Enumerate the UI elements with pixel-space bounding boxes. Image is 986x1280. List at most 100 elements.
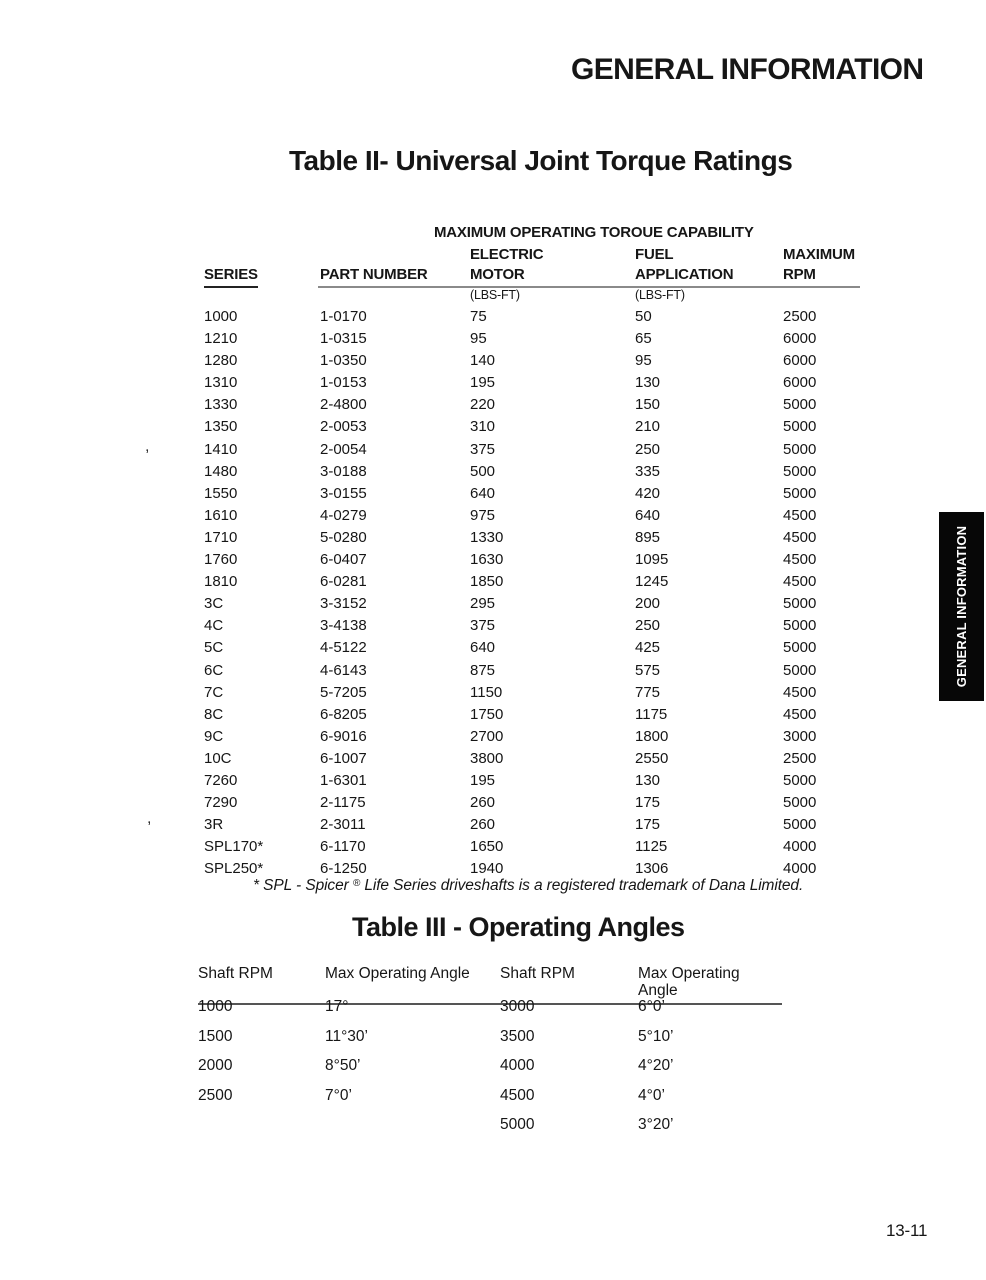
table2-row-cell-fuel: 2550 — [635, 749, 669, 767]
table2-row-cell-part: 4-0279 — [320, 506, 367, 524]
table2-row-cell-part: 1-0315 — [320, 330, 367, 348]
table3-col-max-angle-right: Max Operating Angle — [638, 965, 740, 999]
table2-row-cell-fuel: 895 — [635, 528, 661, 546]
stray-mark: , — [147, 810, 152, 827]
table2-row-cell-fuel: 150 — [635, 396, 661, 414]
table2-row-cell-electric: 260 — [470, 816, 496, 834]
table2-row-cell-electric: 375 — [470, 617, 496, 635]
table3-title: Table III - Operating Angles — [352, 912, 685, 942]
table2-row-cell-fuel: 130 — [635, 374, 661, 392]
table2-row-cell-fuel: 95 — [635, 352, 652, 370]
table2-row: 8C 6-8205 1750 1175 4500 — [204, 704, 875, 726]
table2-col-fuel-application: FUEL APPLICATION — [635, 245, 783, 288]
table2-row-cell-electric: 75 — [470, 308, 487, 325]
table2-row: 1350 2-0053 310 210 5000 — [204, 416, 875, 438]
table2-row-cell-rpm: 4500 — [783, 705, 817, 723]
table2-row-cell-series: 1480 — [204, 462, 238, 480]
table2-row-cell-electric: 1630 — [470, 551, 504, 569]
table2-row-cell-rpm: 4500 — [783, 551, 817, 569]
footnote-text-post: Life Series driveshafts is a registered … — [360, 877, 804, 894]
table2-row-cell-series: 1550 — [204, 484, 238, 502]
table2-row-cell-electric: 500 — [470, 462, 496, 480]
table3-row-cell-rpm2: 3000 — [500, 998, 535, 1015]
table2-row-cell-part: 2-1175 — [320, 794, 366, 812]
table2-row-cell-part: 3-0188 — [320, 462, 367, 480]
table2-footnote: * SPL - Spicer ® Life Series driveshafts… — [253, 877, 803, 895]
table2-row-cell-series: 10C — [204, 749, 232, 767]
table2-row-cell-part: 6-1170 — [320, 838, 366, 856]
table2-row-cell-fuel: 1245 — [635, 573, 669, 591]
table2-row-cell-fuel: 420 — [635, 484, 661, 502]
table2-row-cell-part: 6-9016 — [320, 727, 367, 745]
table2-row-cell-series: 7C — [204, 683, 224, 701]
table2-row-cell-fuel: 130 — [635, 771, 661, 789]
table2-row-cell-rpm: 6000 — [783, 352, 817, 370]
table2-row-cell-series: 1610 — [204, 506, 238, 524]
table2-row-cell-rpm: 5000 — [783, 462, 817, 480]
table2-row-cell-fuel: 1095 — [635, 551, 669, 569]
table2-row: 9C 6-9016 2700 1800 3000 — [204, 726, 875, 748]
table2-row-cell-fuel: 65 — [635, 330, 652, 348]
table3-col-shaft-rpm-left: Shaft RPM — [198, 965, 273, 982]
table2-row-cell-fuel: 250 — [635, 617, 661, 635]
table3-body: 1000 17° 3000 6°0’ 1500 11°30’ 3500 5°10’ 2000 8°… — [198, 992, 782, 1140]
table3-row-cell-angle2: 4°0’ — [638, 1086, 665, 1104]
table2-row-cell-part: 1-6301 — [320, 771, 367, 789]
table3-row-cell-rpm2: 4000 — [500, 1057, 535, 1075]
table2-row-cell-electric: 295 — [470, 595, 496, 613]
table3-row-cell-angle2: 3°20’ — [638, 1116, 674, 1134]
table3-row-cell-rpm1: 2000 — [198, 1057, 233, 1075]
table2-title: Table II- Universal Joint Torque Ratings — [289, 145, 793, 176]
table2-row-cell-part: 5-7205 — [320, 683, 367, 701]
table2-row-cell-rpm: 5000 — [783, 396, 817, 414]
table2-row-cell-part: 3-0155 — [320, 484, 367, 502]
table2-row-cell-part: 2-0054 — [320, 440, 367, 458]
table2-row-cell-fuel: 335 — [635, 462, 661, 480]
table2-row-cell-electric: 1330 — [470, 528, 504, 546]
table2-row: 7290 2-1175 260 175 5000 — [204, 792, 875, 814]
table2-row-cell-rpm: 4000 — [783, 860, 817, 878]
table2-row-cell-series: 1000 — [204, 308, 238, 325]
table2-row-cell-rpm: 4500 — [783, 683, 817, 701]
table2-row-cell-series: 1210 — [204, 330, 238, 348]
table3-row-cell-rpm1 — [198, 1110, 325, 1140]
table2-row-cell-electric: 260 — [470, 794, 496, 812]
table2-col-electric-line1: ELECTRIC — [470, 246, 544, 263]
table2-row-cell-electric: 1850 — [470, 573, 504, 591]
side-tab: GENERAL INFORMATION — [939, 512, 984, 701]
table2-row: 1330 2-4800 220 150 5000 — [204, 394, 875, 416]
table2-row-cell-fuel: 640 — [635, 506, 661, 524]
table2-row: 1810 6-0281 1850 1245 4500 — [204, 571, 875, 593]
table2-col-max-line2: RPM — [783, 265, 816, 288]
table2-row-cell-part: 5-0280 — [320, 528, 367, 546]
table3-row: 1500 11°30’ 3500 5°10’ — [198, 1022, 782, 1052]
table3-row-cell-angle1: 11°30’ — [325, 1027, 368, 1045]
table3-row: 1000 17° 3000 6°0’ — [198, 992, 782, 1022]
table2-row-cell-part: 6-8205 — [320, 705, 367, 723]
table2-row-cell-rpm: 6000 — [783, 374, 817, 392]
table2-col-electric-motor: ELECTRIC MOTOR — [470, 245, 635, 288]
stray-mark: , — [145, 438, 150, 455]
table2-row-cell-rpm: 4000 — [783, 838, 817, 856]
table2-col-fuel-line1: FUEL — [635, 246, 674, 263]
table2-row-cell-electric: 95 — [470, 330, 487, 348]
table2-row: 4C 3-4138 375 250 5000 — [204, 615, 875, 637]
table2-row-cell-electric: 140 — [470, 352, 496, 370]
table3-row-cell-rpm1: 1500 — [198, 1027, 233, 1045]
table2-row-cell-electric: 310 — [470, 418, 496, 436]
table2-row-cell-electric: 3800 — [470, 749, 504, 767]
table3-row: 2000 8°50’ 4000 4°20’ — [198, 1051, 782, 1081]
table2-row-cell-part: 4-6143 — [320, 661, 367, 679]
table2-col-maximum-rpm: MAXIMUM RPM — [783, 245, 875, 288]
table2-row-cell-series: 1310 — [204, 374, 238, 392]
table3-row-cell-angle2: 6°0’ — [638, 998, 665, 1015]
table2-row-cell-fuel: 250 — [635, 440, 661, 458]
table2-row-cell-series: 8C — [204, 705, 224, 723]
table2-row-cell-rpm: 5000 — [783, 639, 817, 657]
table2-row: 3C 3-3152 295 200 5000 — [204, 593, 875, 615]
table2-row-cell-part: 6-1007 — [320, 749, 367, 767]
table2-row-cell-electric: 220 — [470, 396, 496, 414]
table3-row-cell-angle1: 17° — [325, 998, 349, 1015]
table2-row: 1480 3-0188 500 335 5000 — [204, 461, 875, 483]
table2-row-cell-fuel: 575 — [635, 661, 661, 679]
